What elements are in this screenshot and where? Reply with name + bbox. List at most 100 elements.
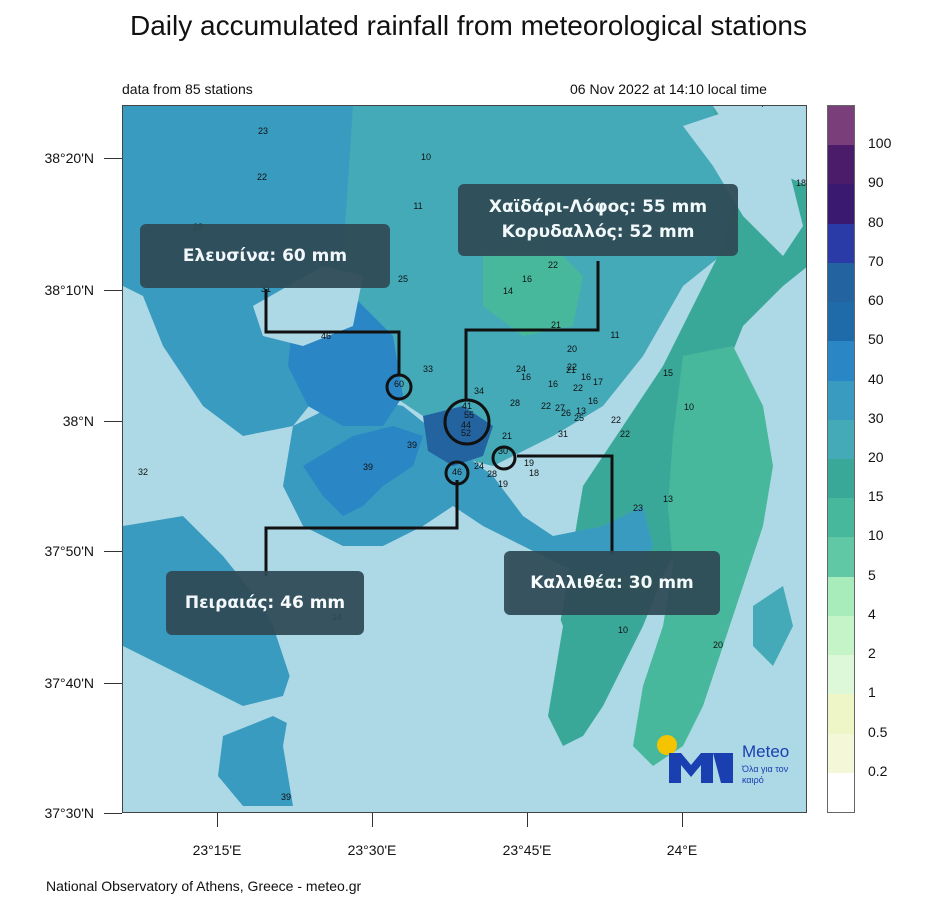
y-tick-mark (104, 813, 122, 814)
station-value: 41 (462, 401, 472, 411)
station-value: 11 (610, 330, 619, 340)
colorbar-label: 50 (868, 331, 884, 348)
station-value: 17 (593, 377, 603, 387)
station-value: 39 (363, 462, 373, 472)
chart-title: Daily accumulated rainfall from meteorol… (130, 10, 807, 41)
y-tick-label: 38°20'N (44, 150, 94, 166)
y-tick-mark (104, 551, 122, 552)
station-value: 16 (548, 379, 558, 389)
colorbar-segment (828, 537, 854, 578)
y-tick-mark (104, 290, 122, 291)
footer-credit: National Observatory of Athens, Greece -… (46, 878, 362, 894)
station-value: 39 (407, 440, 417, 450)
station-value: 23 (258, 126, 268, 136)
station-value: 14 (503, 286, 513, 296)
x-tick-mark (217, 813, 218, 827)
colorbar-label: 0.5 (868, 723, 888, 740)
station-value: 18 (796, 178, 806, 188)
station-value: 16 (522, 274, 532, 284)
colorbar-label: 80 (868, 213, 884, 230)
station-value: 7 (760, 106, 765, 109)
connector-kallithea (517, 454, 614, 554)
station-value: 33 (423, 364, 433, 374)
annotation-text: Χαϊδάρι-Λόφος: 55 mm (488, 197, 708, 218)
station-value: 22 (620, 429, 630, 439)
colorbar-label: 100 (868, 135, 892, 152)
station-value: 22 (548, 260, 558, 270)
colorbar-segment (828, 184, 854, 225)
station-value: 28 (487, 469, 497, 479)
station-value: 32 (138, 467, 148, 477)
station-value: 26 (561, 408, 571, 418)
colorbar-segment (828, 498, 854, 538)
y-tick-mark (104, 158, 122, 159)
station-value: 34 (474, 386, 484, 396)
station-value: 21 (502, 431, 512, 441)
annotation-peiraias: Πειραιάς: 46 mm (166, 571, 364, 635)
x-tick-label: 23°30'E (347, 842, 397, 858)
station-value: 31 (261, 284, 271, 294)
x-tick-mark (372, 813, 373, 827)
station-value: 55 (464, 410, 474, 420)
colorbar-label: 4 (868, 605, 876, 622)
meteo-logo-icon (657, 735, 733, 783)
station-value: 19 (498, 479, 508, 489)
station-value: 20 (713, 640, 723, 650)
colorbar-segment (828, 615, 854, 656)
y-tick-label: 38°N (62, 413, 94, 429)
y-tick-mark (104, 421, 122, 422)
station-value: 60 (394, 379, 404, 389)
colorbar-segment (828, 419, 854, 460)
station-value: 24 (516, 364, 526, 374)
colorbar-segment (828, 459, 854, 499)
station-count: data from 85 stations (122, 81, 253, 97)
colorbar-label: 20 (868, 449, 884, 465)
colorbar-segment (828, 380, 854, 421)
colorbar-label: 5 (868, 566, 876, 583)
station-value: 13 (663, 494, 673, 504)
colorbar-label: 1 (868, 684, 876, 701)
station-value: 18 (529, 468, 539, 478)
station-value: 20 (567, 344, 577, 354)
station-value: 25 (574, 413, 584, 423)
station-value: 22 (257, 172, 267, 182)
colorbar-segment (828, 576, 854, 617)
land-heavy-core (423, 406, 493, 466)
station-value: 11 (413, 201, 422, 211)
station-value: 46 (452, 467, 462, 477)
station-value: 13 (576, 406, 586, 416)
annotation-text: Καλλιθέα: 30 mm (530, 572, 694, 593)
colorbar-segment (828, 223, 854, 264)
station-value: 22 (611, 415, 621, 425)
station-value: 31 (558, 429, 568, 439)
y-tick-label: 38°10'N (44, 282, 94, 298)
annotation-kallithea: Καλλιθέα: 30 mm (504, 551, 720, 615)
colorbar-segment (828, 302, 854, 342)
island-small (753, 586, 793, 666)
colorbar-segment (828, 106, 854, 146)
logo-name: Meteo (742, 742, 790, 761)
logo-tagline: Όλα για τον καιρό (742, 764, 789, 785)
station-circle-elefsina (385, 373, 413, 401)
annotation-text: Κορυδαλλός: 52 mm (501, 222, 695, 242)
station-value: 25 (398, 274, 408, 284)
island-salamina (303, 426, 423, 516)
annotation-text: Ελευσίνα: 60 mm (182, 245, 348, 266)
x-tick-label: 23°45'E (502, 842, 552, 858)
station-circle-chaidari (443, 398, 491, 446)
station-value: 21 (566, 365, 576, 375)
x-tick-mark (682, 813, 683, 827)
y-tick-label: 37°50'N (44, 543, 94, 559)
annotation-elefsina: Ελευσίνα: 60 mm (140, 224, 390, 288)
connector-elefsina (264, 289, 401, 376)
station-value: 22 (573, 383, 583, 393)
annotation-text: Πειραιάς: 46 mm (184, 592, 346, 613)
station-value: 28 (510, 398, 520, 408)
station-value: 46 (321, 331, 331, 341)
station-value: 39 (281, 792, 291, 802)
timestamp: 06 Nov 2022 at 14:10 local time (570, 81, 767, 97)
x-tick-label: 23°15'E (192, 842, 242, 858)
colorbar-segment (828, 733, 854, 774)
colorbar-label: 90 (868, 174, 884, 191)
colorbar-label: 30 (868, 409, 884, 426)
